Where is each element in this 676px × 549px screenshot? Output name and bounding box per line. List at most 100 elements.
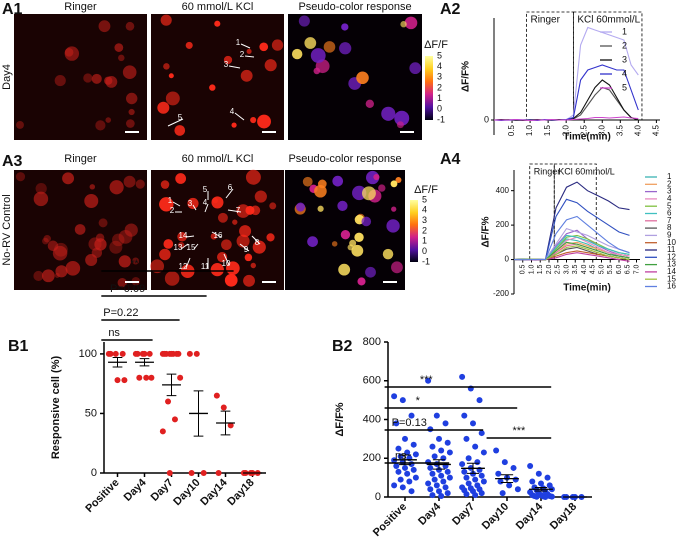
cell [400, 21, 407, 28]
cell-label: 1 [168, 196, 173, 205]
cell [157, 101, 170, 114]
x-axis-label: Time(min) [563, 283, 611, 294]
cell [243, 274, 256, 287]
data-point [395, 445, 402, 452]
cell [337, 200, 348, 211]
data-point [472, 476, 479, 483]
cell [365, 99, 374, 108]
region-label: KCl 60mmol/L [577, 15, 640, 26]
cell [381, 106, 396, 121]
cell [298, 15, 310, 27]
data-point [408, 412, 415, 419]
data-point [395, 468, 402, 475]
data-point [143, 374, 150, 381]
x-tick-label: 0.5 [520, 264, 527, 274]
data-point [393, 463, 400, 469]
colorbar-title: ΔF/F [424, 39, 448, 51]
colorbar-tick: 0 [437, 104, 442, 114]
panel-label: B1 [8, 338, 29, 355]
legend-label: 9 [667, 231, 672, 240]
stimulus-region [553, 163, 597, 260]
cell [125, 92, 138, 105]
data-point [459, 461, 466, 468]
colorbar-tick: 4 [422, 205, 427, 215]
cell [269, 202, 277, 210]
cell [33, 270, 44, 282]
cell [109, 240, 123, 254]
cell [313, 67, 321, 75]
cell [118, 255, 131, 268]
cell [62, 172, 75, 185]
legend-label: 2 [622, 40, 627, 50]
cell [211, 196, 224, 209]
colorbar-tick: 5 [437, 50, 442, 60]
data-point [227, 422, 234, 429]
cell [55, 265, 68, 278]
cell-label: 11 [201, 262, 210, 271]
panel-label: A1 [2, 1, 23, 18]
cell-arrow [193, 243, 199, 250]
data-point [220, 404, 227, 411]
error-bar [112, 356, 123, 368]
data-point [213, 392, 220, 399]
cell-arrow [172, 201, 181, 207]
cell [83, 73, 93, 83]
data-point [535, 470, 542, 477]
data-point [544, 474, 551, 481]
cell [84, 194, 99, 208]
data-point [444, 468, 451, 475]
error-bar [193, 390, 204, 437]
cell [91, 73, 102, 84]
x-tick-label: 1.5 [537, 264, 544, 274]
data-point [166, 470, 173, 476]
data-point [533, 493, 540, 500]
colorbar-tick: 5 [422, 194, 427, 204]
cell [240, 69, 253, 82]
x-tick-label: 3.0 [597, 124, 606, 136]
data-point [391, 482, 398, 489]
data-point [412, 474, 419, 481]
legend-label: 6 [667, 209, 672, 218]
cell [52, 245, 68, 261]
data-point [412, 451, 419, 458]
region-label: KCl 60mmol/L [558, 166, 615, 176]
data-point [548, 493, 555, 500]
legend-label: 3 [667, 187, 672, 196]
data-point [495, 470, 502, 477]
cell-arrow [185, 257, 191, 269]
panel-label: A2 [440, 1, 461, 18]
data-point [474, 459, 481, 466]
data-point [478, 472, 485, 479]
data-point [148, 374, 155, 381]
legend-label: 8 [667, 223, 672, 232]
data-point [442, 420, 449, 427]
x-tick-label: 4.5 [652, 124, 661, 136]
data-point [446, 474, 453, 481]
data-point [112, 350, 119, 357]
cell [150, 259, 165, 274]
significance-label: P=0.09 [110, 283, 145, 295]
colorbar-tick: 2 [437, 82, 442, 92]
colorbar-tick: -1 [437, 114, 445, 124]
y-axis-label: ΔF/F% [334, 402, 346, 436]
data-point [433, 482, 440, 489]
cell [250, 262, 256, 269]
cell [128, 108, 135, 116]
cell [394, 110, 410, 126]
cell-label: 8 [255, 238, 260, 247]
cell-arrow [227, 209, 242, 213]
data-point [427, 486, 434, 493]
cell [210, 233, 218, 240]
data-point [527, 463, 534, 469]
cell [117, 278, 127, 288]
cell-label: 12 [179, 262, 188, 271]
cell [209, 84, 216, 91]
cell-label: 16 [214, 231, 223, 240]
legend-label: 1 [622, 26, 627, 36]
cell [89, 184, 96, 190]
cell [314, 184, 327, 198]
cell [125, 119, 135, 128]
significance-label: *** [512, 425, 526, 437]
cell [98, 218, 108, 228]
cell [259, 42, 269, 52]
